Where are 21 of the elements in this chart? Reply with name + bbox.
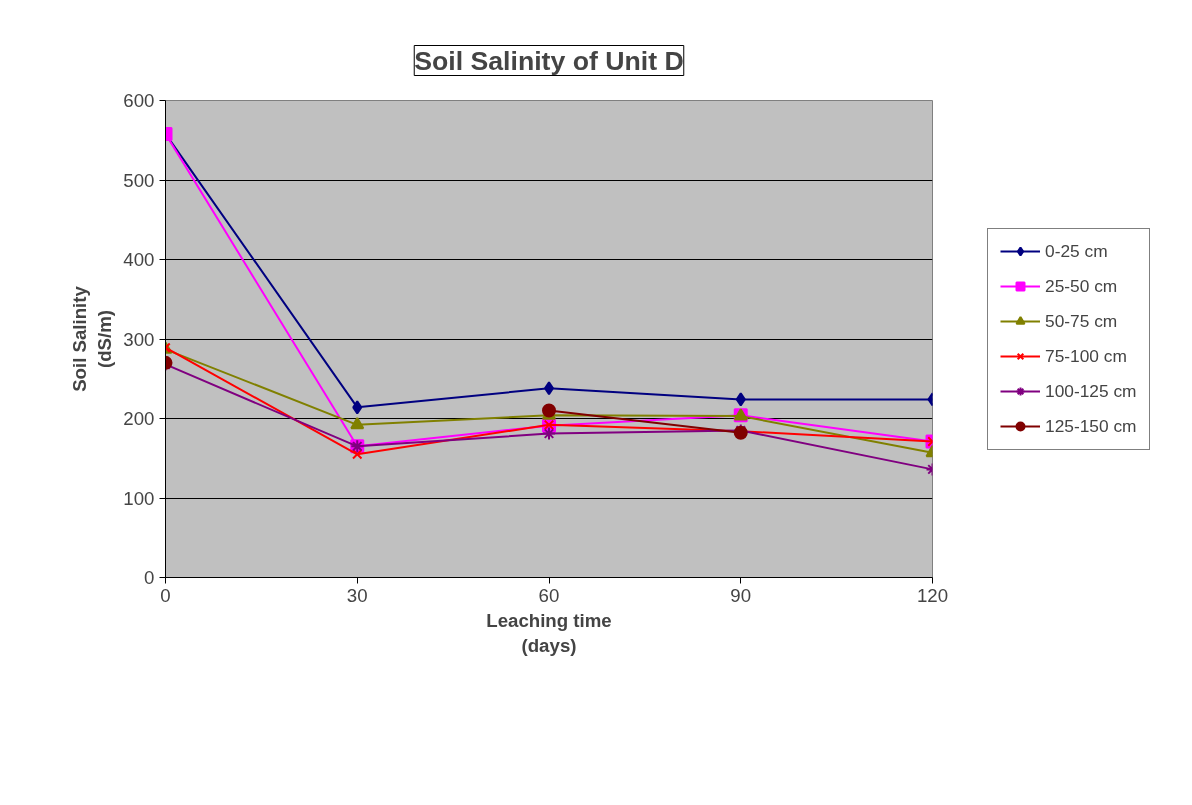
chart-title: Soil Salinity of Unit D [414,45,684,76]
legend-label: 25-50 cm [1045,275,1118,297]
legend-label: 125-150 cm [1045,415,1137,437]
y-tick-label: 200 [123,408,155,429]
x-tick-label: 0 [160,584,171,606]
legend-label: 0-25 cm [1045,240,1108,262]
y-tick-label: 400 [123,249,155,270]
x-tick-label: 90 [730,584,752,606]
y-tick-label: 300 [123,328,155,350]
y-tick-label: 0 [144,567,155,588]
y-tick-label: 600 [123,90,155,111]
x-tick-label: 60 [538,584,560,606]
x-tick-label: 120 [916,584,949,606]
y-axis-title: Soil Salinity (dS/m) [69,285,116,392]
y-tick-label: 500 [123,169,155,191]
legend-label: 50-75 cm [1045,310,1118,332]
y-tick-label: 100 [123,487,155,509]
legend-label: 100-125 cm [1045,380,1137,402]
x-tick-label: 30 [346,584,368,606]
legend-label: 75-100 cm [1045,345,1127,367]
x-axis-title: Leaching time (days) [486,609,612,656]
